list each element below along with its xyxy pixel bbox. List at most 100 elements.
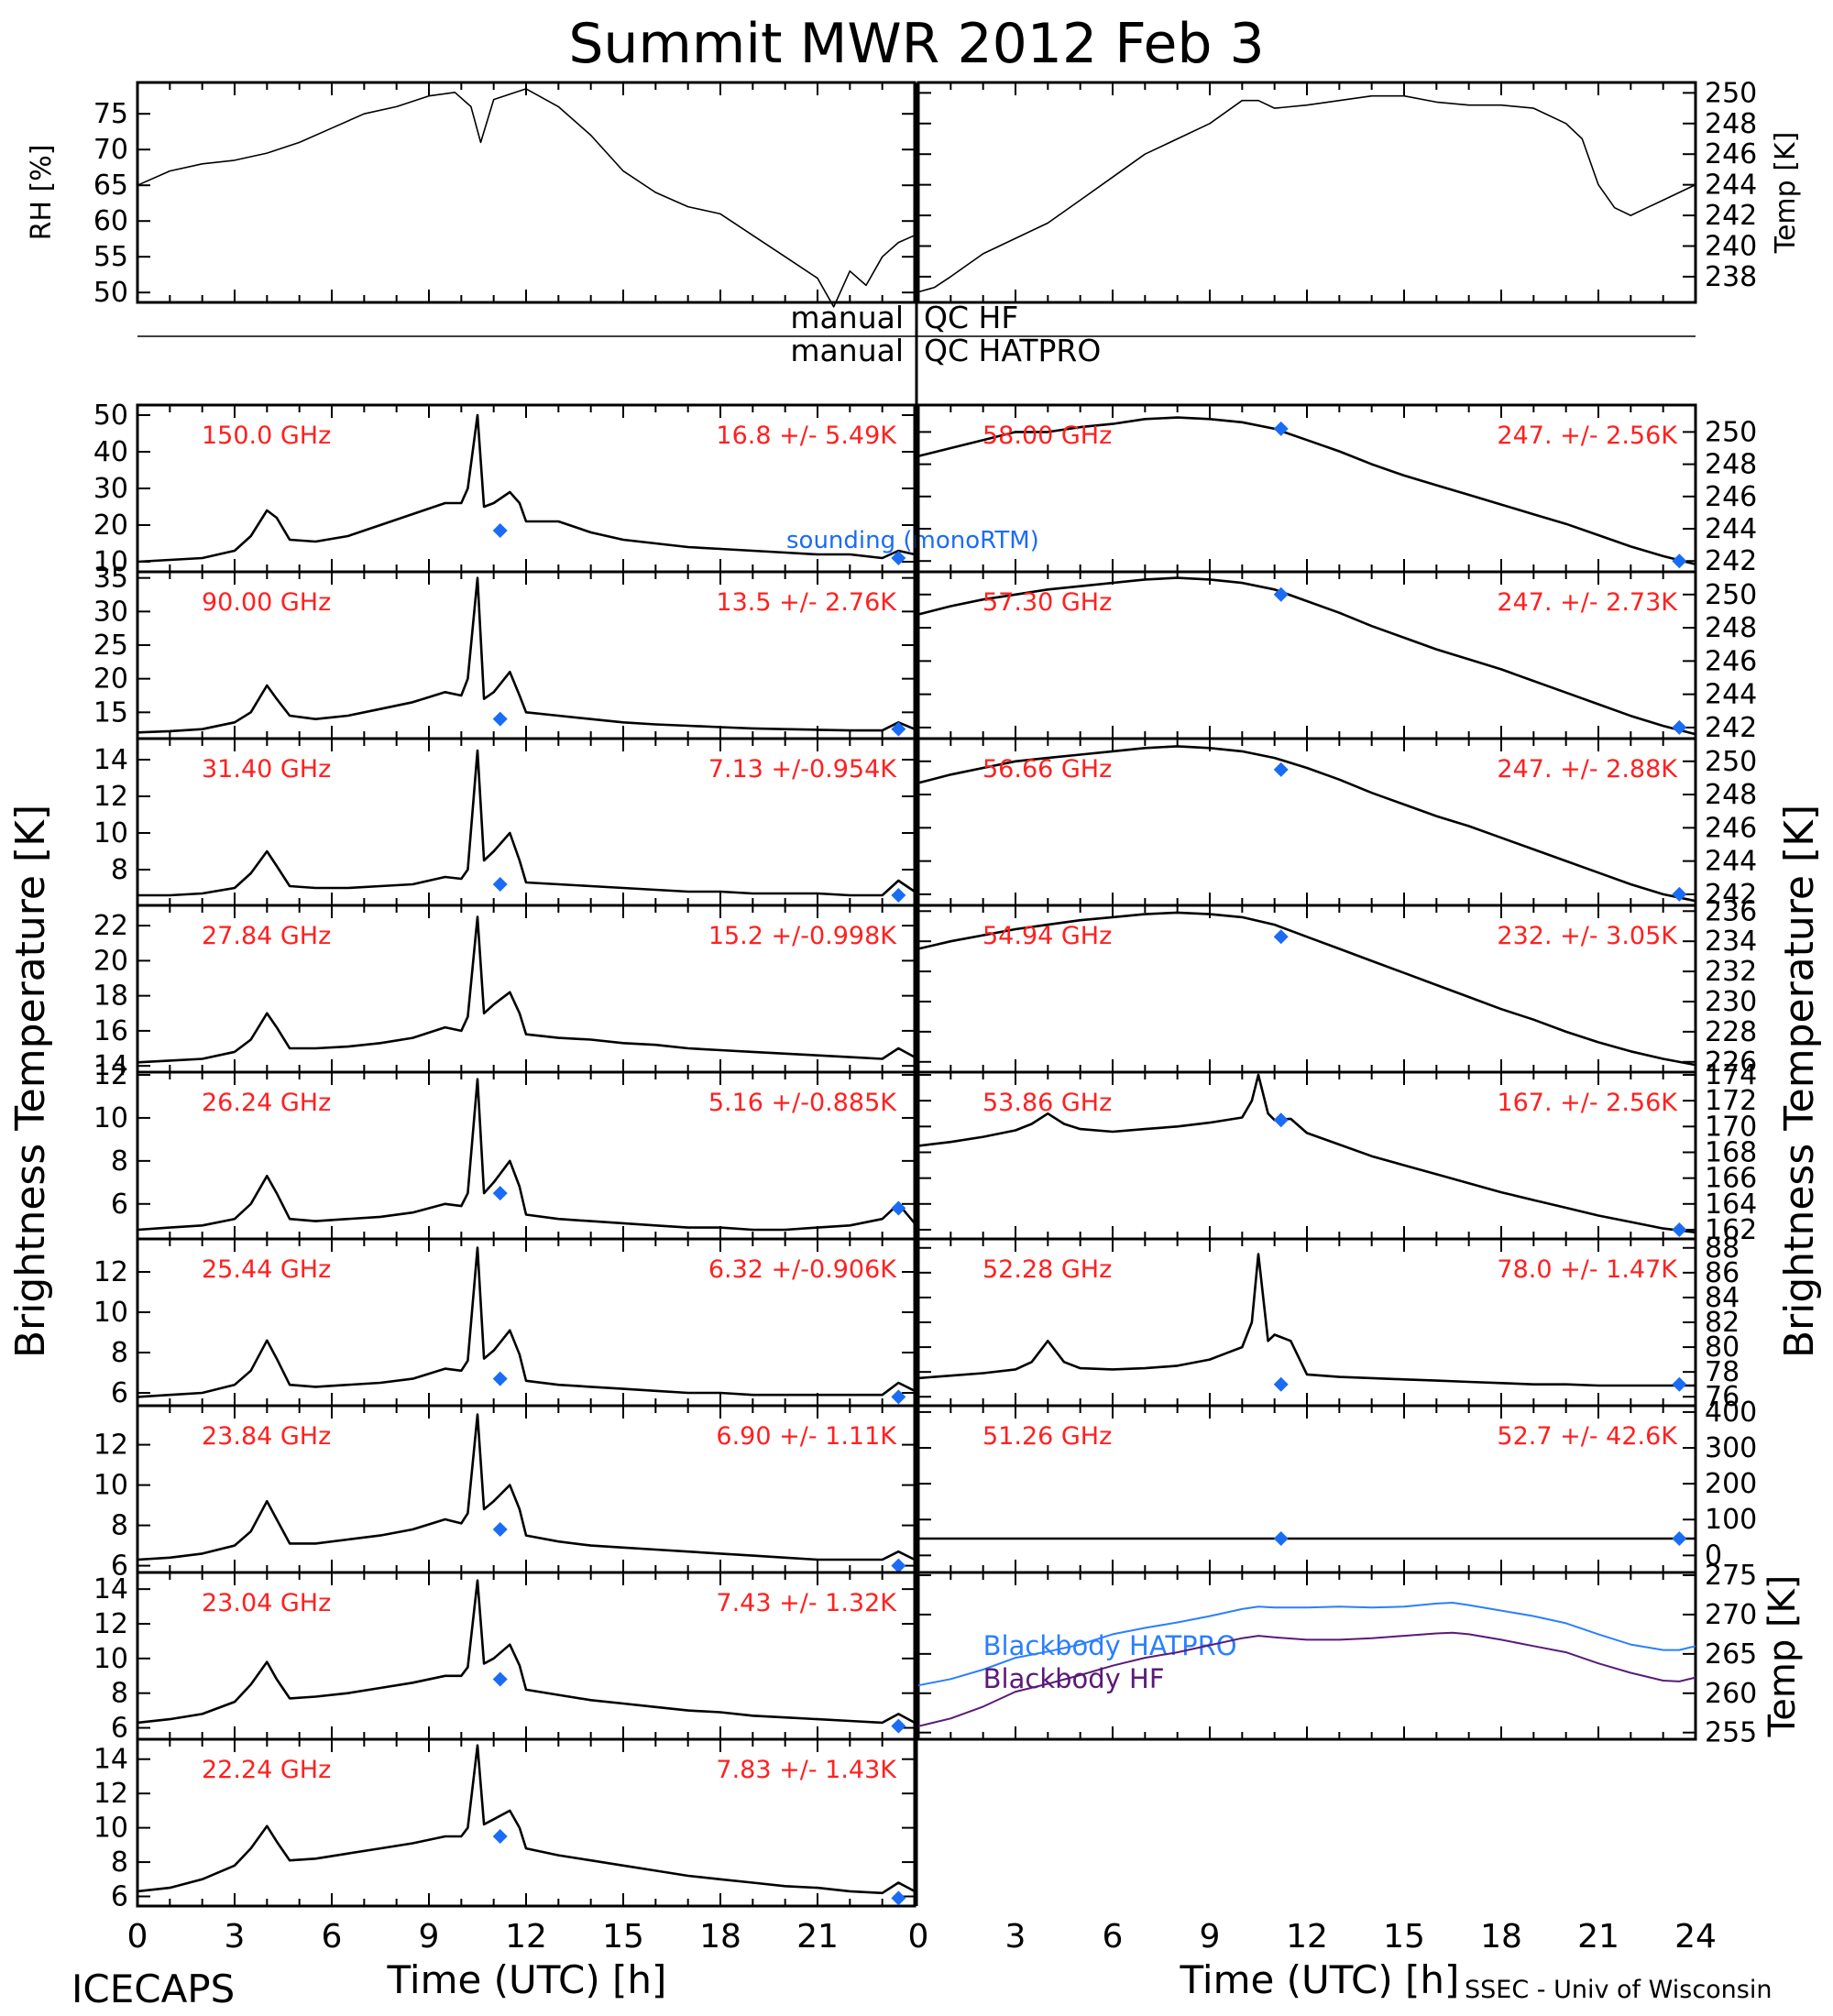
x-tick-label: 15: [1383, 1918, 1425, 1956]
y-tick-label: 166: [1705, 1163, 1757, 1195]
y-tick-label: 10: [93, 1297, 128, 1329]
series-line: [917, 1253, 1696, 1387]
x-tick-label: 9: [1200, 1918, 1221, 1956]
x-tick-label: 12: [505, 1918, 547, 1956]
y-tick-label: 12: [93, 1059, 128, 1091]
y-tick-label: 82: [1705, 1307, 1740, 1339]
y-tick-label: 30: [93, 596, 128, 628]
channel-label: 23.04 GHz: [202, 1589, 331, 1617]
series-line: [137, 915, 916, 1064]
x-tick-label: 18: [1480, 1918, 1522, 1956]
y-tick-label: 14: [93, 1573, 128, 1605]
x-tick-label: 3: [1005, 1918, 1026, 1956]
y-tick-label: 10: [93, 546, 128, 578]
series-line: [137, 1579, 916, 1725]
y-tick-label: 8: [111, 1145, 128, 1178]
x-tick-label: 0: [908, 1918, 929, 1956]
channel-label: 90.00 GHz: [202, 588, 331, 617]
series-line: [137, 576, 916, 734]
channel-stat: 5.16 +/-0.885K: [708, 1089, 897, 1117]
y-tick-label: 242: [1705, 712, 1757, 744]
x-tick-label: 0: [127, 1918, 148, 1956]
y-tick-label: 88: [1705, 1233, 1740, 1265]
y-tick-label: 244: [1705, 170, 1757, 202]
y-tick-label: 164: [1705, 1189, 1757, 1221]
y-axis-title: Temp [K]: [1762, 1575, 1804, 1738]
y-tick-label: 16: [93, 1015, 128, 1047]
channel-stat: 247. +/- 2.73K: [1497, 588, 1678, 617]
y-tick-label: 35: [93, 563, 128, 595]
y-tick-label: 14: [93, 744, 128, 776]
sounding-marker: [891, 1718, 906, 1734]
y-tick-label: 248: [1705, 449, 1757, 481]
series-line: [917, 94, 1696, 293]
qc-hatpro-manual: manual: [790, 333, 904, 368]
sounding-marker: [891, 1389, 906, 1405]
y-tick-label: 240: [1705, 231, 1757, 263]
y-tick-label: 15: [93, 696, 128, 729]
footer-icecaps: ICECAPS: [71, 1967, 235, 2011]
x-tick-label: 6: [1103, 1918, 1124, 1956]
y-tick-label: 246: [1705, 812, 1757, 844]
y-tick-label: 6: [111, 1189, 128, 1221]
y-tick-label: 10: [93, 1470, 128, 1502]
x-tick-label: 24: [1674, 1918, 1717, 1956]
y-tick-label: 242: [1705, 879, 1757, 911]
panel-150: 10 20 30 40 50 150.0 GHz 16.8 +/- 5.49K: [93, 400, 916, 578]
y-tick-label: 75: [93, 98, 128, 130]
y-tick-label: 400: [1705, 1397, 1757, 1429]
channel-stat: 6.32 +/-0.906K: [708, 1255, 897, 1284]
y-tick-label: 25: [93, 630, 128, 662]
sounding-marker: [1672, 719, 1687, 735]
sounding-marker: [1273, 761, 1289, 777]
channel-label: 56.66 GHz: [982, 755, 1112, 783]
series-line: [917, 416, 1696, 565]
sounding-marker: [891, 721, 906, 737]
y-tick-label: 80: [1705, 1331, 1740, 1364]
y-tick-label: 230: [1705, 986, 1757, 1018]
y-tick-label: 246: [1705, 138, 1757, 170]
sounding-marker: [1273, 1112, 1289, 1128]
channel-stat: 78.0 +/- 1.47K: [1497, 1255, 1678, 1284]
channel-stat: 52.7 +/- 42.6K: [1497, 1422, 1678, 1451]
sounding-marker: [891, 1558, 906, 1573]
sounding-marker: [492, 1671, 508, 1687]
y-tick-label: 236: [1705, 895, 1757, 927]
legend-entry: Blackbody HF: [983, 1663, 1165, 1694]
y-tick-label: 50: [93, 400, 128, 432]
sounding-marker: [891, 551, 906, 565]
sounding-marker: [1672, 1222, 1687, 1237]
channel-label: 31.40 GHz: [202, 755, 331, 783]
y-tick-label: 168: [1705, 1136, 1757, 1168]
panel-bb: 255 260 265 270 275 Temp [K] Blackbody HATPROB…: [916, 1560, 1804, 1749]
x-tick-label: 6: [322, 1918, 343, 1956]
qc-hf-manual: manual: [790, 300, 904, 335]
series-line: [137, 749, 916, 897]
x-tick-label: 21: [1577, 1918, 1619, 1956]
series-line: [137, 88, 916, 308]
y-tick-label: 10: [93, 1643, 128, 1675]
y-tick-label: 76: [1705, 1381, 1740, 1413]
y-tick-label: 78: [1705, 1356, 1740, 1388]
y-tick-label: 10: [93, 817, 128, 849]
x-tick-label: 18: [699, 1918, 741, 1956]
x-tick-label: 21: [796, 1918, 839, 1956]
channel-label: 51.26 GHz: [982, 1422, 1112, 1451]
qc-strip: manual QC HF manual QC HATPRO: [137, 300, 1696, 368]
left-y-axis-title: Brightness Temperature [K]: [7, 805, 54, 1358]
y-tick-label: 275: [1705, 1560, 1757, 1592]
y-tick-label: 10: [93, 1813, 128, 1845]
y-tick-label: 265: [1705, 1638, 1757, 1671]
right-y-axis-title: Brightness Temperature [K]: [1776, 805, 1823, 1358]
y-tick-label: 244: [1705, 846, 1757, 878]
x-tick-label: 12: [1286, 1918, 1328, 1956]
sounding-note: sounding (monoRTM): [786, 527, 1039, 554]
y-tick-label: 170: [1705, 1111, 1757, 1143]
